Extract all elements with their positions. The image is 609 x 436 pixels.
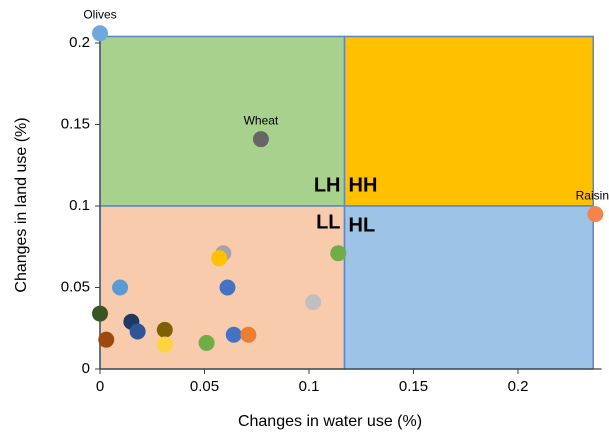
y-tick-label: 0.1: [69, 197, 90, 214]
x-tick-label: 0.2: [508, 378, 529, 395]
y-axis-label: Changes in land use (%): [13, 117, 30, 292]
y-tick-label: 0.05: [61, 278, 90, 295]
y-tick-label: 0.2: [69, 34, 90, 51]
x-tick-label: 0: [96, 378, 104, 395]
point: [98, 331, 115, 348]
y-tick-label: 0: [82, 360, 90, 377]
quadrant: [99, 35, 346, 207]
point: [252, 131, 269, 148]
x-axis-label: Changes in water use (%): [238, 413, 422, 430]
point-label: Raisins: [576, 188, 609, 202]
quadrant-label: LL: [316, 211, 340, 233]
point-label: Olives: [83, 7, 116, 21]
point: [92, 25, 108, 42]
quadrant-label: LH: [314, 174, 341, 196]
point: [198, 334, 215, 351]
x-tick-label: 0.15: [399, 378, 428, 395]
point-label: Wheat: [244, 113, 279, 127]
point: [112, 279, 129, 296]
point: [330, 245, 347, 262]
quadrant: [343, 205, 594, 370]
x-tick-label: 0.05: [190, 378, 219, 395]
quadrant-label: HH: [349, 174, 378, 196]
point: [219, 279, 236, 296]
point: [156, 321, 173, 338]
point: [156, 336, 173, 353]
point: [92, 305, 108, 322]
y-tick-label: 0.15: [61, 115, 90, 132]
point: [129, 323, 146, 340]
point: [587, 206, 604, 223]
quadrant-label: HL: [349, 214, 376, 236]
point: [211, 250, 228, 267]
point: [240, 326, 257, 343]
point: [305, 294, 322, 311]
x-tick-label: 0.1: [299, 378, 320, 395]
point: [225, 326, 242, 343]
quadrant: [343, 35, 594, 207]
